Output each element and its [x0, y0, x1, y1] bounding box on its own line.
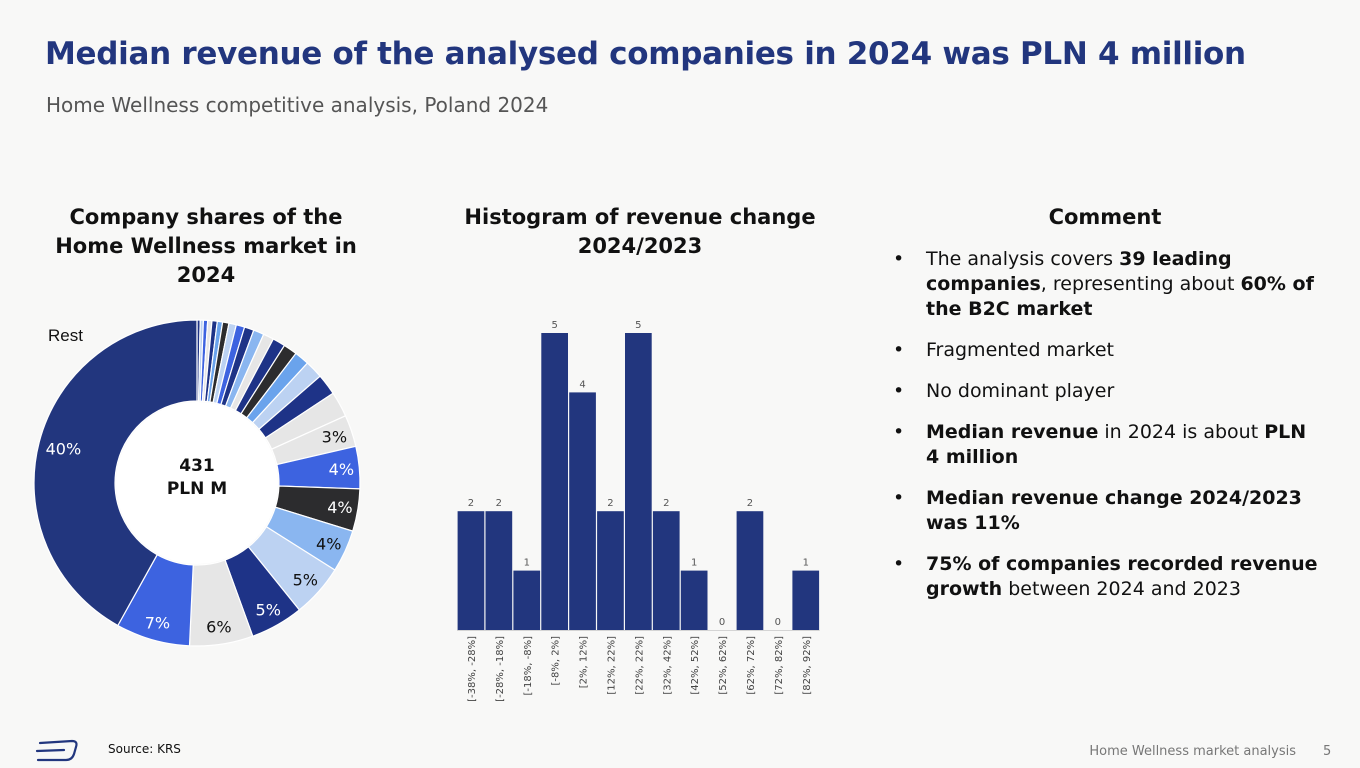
x-tick-label: [-8%, 2%]: [551, 636, 562, 686]
bullet-icon: •: [893, 339, 905, 361]
donut-chart: 3% 4% 4% 4% 5% 5% 6% 7% 40% Rest 431 PLN M: [33, 319, 361, 647]
comment-emphasis: Median revenue change 2024/2023 was 11%: [926, 487, 1302, 534]
pie-slice-label: 3%: [322, 428, 347, 447]
page-title: Median revenue of the analysed companies…: [45, 36, 1246, 72]
comment-list: • The analysis covers 39 leading companie…: [893, 247, 1323, 618]
bar-value-label: 5: [635, 320, 641, 331]
pie-slice-label: 4%: [327, 498, 352, 517]
x-tick-label: [42%, 52%]: [690, 636, 701, 695]
histogram-bar: [792, 570, 820, 630]
donut-hole: [116, 402, 278, 564]
page-number: 5: [1323, 744, 1332, 759]
bullet-icon: •: [893, 487, 905, 509]
pie-slice: [33, 319, 198, 627]
comment-item: • Median revenue in 2024 is about PLN 4 m…: [893, 420, 1323, 470]
comment-emphasis: PLN 4 million: [926, 421, 1307, 468]
bar-value-label: 1: [524, 558, 530, 569]
x-tick-label: [-38%, -28%]: [467, 636, 478, 702]
pie-slice-label: 6%: [206, 617, 231, 636]
bar-value-label: 2: [607, 498, 613, 509]
x-tick-label: [-18%, -8%]: [523, 636, 534, 696]
histogram-bar: [597, 511, 624, 630]
pie-slice-label: 4%: [316, 535, 341, 554]
donut-center-label: 431: [179, 456, 215, 476]
comment-emphasis: 75% of companies recorded revenue growth: [926, 553, 1318, 600]
comment-item: • No dominant player: [893, 379, 1323, 404]
pie-title-line: Home Wellness market in: [55, 234, 357, 258]
bullet-icon: •: [893, 248, 905, 270]
histogram-title: Histogram of revenue change 2024/2023: [450, 203, 830, 261]
histogram-bar: [569, 392, 596, 630]
histogram-bar: [736, 511, 764, 630]
bar-value-label: 5: [551, 320, 557, 331]
x-tick-label: [52%, 62%]: [718, 636, 729, 695]
comment-text: Fragmented market: [926, 339, 1114, 361]
comment-text: between 2024 and 2023: [1002, 578, 1241, 600]
x-tick-label: [82%, 92%]: [802, 636, 813, 695]
page-subtitle: Home Wellness competitive analysis, Pola…: [46, 93, 549, 117]
histogram-bar: [457, 511, 485, 630]
comment-emphasis: 60% of the B2C market: [926, 273, 1314, 320]
pie-title-line: Company shares of the: [69, 205, 343, 229]
histogram-bar: [625, 333, 652, 630]
comment-emphasis: 39 leading companies: [926, 248, 1232, 295]
comment-text: , representing about: [1040, 273, 1241, 295]
bar-value-label: 0: [719, 617, 725, 628]
x-tick-label: [12%, 22%]: [606, 636, 617, 695]
pie-slice-label: 5%: [256, 600, 281, 619]
comment-item: • The analysis covers 39 leading companie…: [893, 247, 1323, 322]
report-name: Home Wellness market analysis: [1089, 744, 1296, 759]
bar-value-label: 2: [663, 498, 669, 509]
pie-slice-label: 7%: [145, 613, 170, 632]
bar-value-label: 0: [775, 617, 781, 628]
histogram-bar: [680, 570, 708, 630]
histogram-bar: [485, 511, 513, 630]
x-tick-label: [2%, 12%]: [579, 636, 590, 688]
x-tick-label: [22%, 22%]: [634, 636, 645, 695]
histogram-chart: 2 [-38%, -28%] 2 [-28%, -18%] 1 [-18%, -8%] 5 […: [457, 320, 820, 702]
bar-value-label: 2: [747, 498, 753, 509]
x-tick-label: [62%, 72%]: [746, 636, 757, 695]
source-note: Source: KRS: [108, 742, 181, 756]
pie-slice-label: 40%: [46, 439, 82, 458]
x-tick-label: [32%, 42%]: [662, 636, 673, 695]
bar-value-label: 1: [803, 558, 809, 569]
comment-item: • Fragmented market: [893, 338, 1323, 363]
hist-title-line: Histogram of revenue change: [464, 205, 816, 229]
comment-text: The analysis covers: [926, 248, 1120, 270]
bullet-icon: •: [893, 421, 905, 443]
comment-item: • 75% of companies recorded revenue growt…: [893, 552, 1323, 602]
x-tick-label: [-28%, -18%]: [495, 636, 506, 702]
pie-chart-title: Company shares of the Home Wellness mark…: [40, 203, 372, 290]
bar-value-label: 4: [579, 379, 585, 390]
histogram-bar: [541, 333, 568, 630]
bar-value-label: 2: [468, 498, 474, 509]
bar-value-label: 2: [496, 498, 502, 509]
bar-value-label: 1: [691, 558, 697, 569]
bullet-icon: •: [893, 553, 905, 575]
histogram-bar: [513, 570, 541, 630]
comment-title: Comment: [1048, 205, 1162, 229]
histogram-bar: [652, 511, 680, 630]
pie-slice-label: 4%: [329, 460, 354, 479]
comment-text: in 2024 is about: [1098, 421, 1265, 443]
hist-title-line: 2024/2023: [577, 234, 703, 258]
comment-item: • Median revenue change 2024/2023 was 11%: [893, 486, 1323, 536]
pie-slice-label: 5%: [293, 570, 318, 589]
company-logo-icon: [35, 739, 78, 762]
pie-category-label: Rest: [48, 326, 83, 345]
comment-text: No dominant player: [926, 380, 1115, 402]
x-tick-label: [72%, 82%]: [774, 636, 785, 695]
bullet-icon: •: [893, 380, 905, 402]
donut-center-label: PLN M: [167, 479, 227, 499]
comment-emphasis: Median revenue: [926, 421, 1099, 443]
pie-title-line: 2024: [176, 263, 236, 287]
